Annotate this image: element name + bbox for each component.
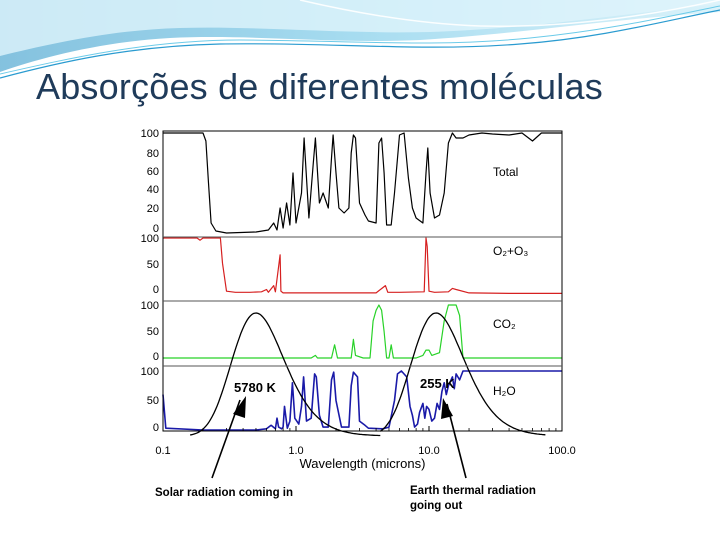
panel-label-total: Total [493, 165, 518, 179]
y-tick-label: 20 [147, 203, 159, 215]
solar-arrow-head [233, 396, 246, 418]
blackbody-label-sun: 5780 K [234, 380, 277, 395]
y-tick-label: 60 [147, 166, 159, 178]
series-line-o2o3 [163, 237, 562, 294]
x-tick-label: 10.0 [418, 445, 439, 457]
annotation-earth-text: Earth thermal radiation [410, 485, 536, 497]
decorative-wave-header [0, 0, 720, 79]
plot-frame [162, 130, 563, 432]
annotation-solar-text: Solar radiation coming in [155, 487, 293, 499]
series-line-total [163, 132, 562, 234]
y-tick-label: 80 [147, 148, 159, 160]
y-tick-label: 100 [141, 233, 159, 245]
blackbody-curve-sun [189, 312, 381, 437]
earth-arrow-head [441, 398, 453, 419]
panel-co2 [163, 304, 562, 359]
x-axis-label: Wavelength (microns) [299, 456, 425, 471]
y-tick-label: 0 [153, 284, 159, 296]
panel-label-co2: CO₂ [493, 317, 516, 331]
axis-layer: 100 80 60 40 20 0 Total 100 50 0 O₂+O₃ 100 50 0 CO₂ 100… [141, 128, 576, 471]
blackbody-label-earth: 255 K [420, 376, 455, 391]
series-line-h2o [162, 370, 562, 431]
x-tick-label: 0.1 [155, 445, 170, 457]
wave-line-1 [0, 9, 720, 79]
y-tick-label: 50 [147, 395, 159, 407]
panels-layer [162, 132, 562, 431]
y-tick-label: 100 [141, 128, 159, 140]
panel-label-h2o: H₂O [493, 384, 516, 398]
blackbody-layer: 5780 K 255 K [189, 312, 546, 437]
annotation-earth-text: going out [410, 500, 463, 512]
y-tick-label: 0 [153, 223, 159, 235]
panel-total [163, 132, 562, 234]
panel-label-o2o3: O₂+O₃ [493, 244, 528, 258]
y-tick-label: 40 [147, 184, 159, 196]
panel-o2o3 [163, 237, 562, 294]
wave-line-2 [0, 5, 720, 75]
x-tick-label: 1.0 [288, 445, 303, 457]
x-tick-label: 100.0 [548, 445, 576, 457]
y-tick-label: 100 [141, 300, 159, 312]
wave-band-light [0, 0, 720, 56]
y-tick-label: 0 [153, 351, 159, 363]
annotation-layer: Solar radiation coming in Earth thermal r… [155, 396, 536, 512]
panel-h2o [162, 370, 562, 431]
series-line-co2 [163, 304, 562, 359]
blackbody-curve-earth [379, 312, 546, 436]
y-tick-label: 50 [147, 259, 159, 271]
y-tick-label: 100 [141, 366, 159, 378]
slide-title: Absorções de diferentes moléculas [36, 66, 603, 107]
y-tick-label: 0 [153, 422, 159, 434]
wave-line-3 [299, 0, 720, 27]
y-tick-label: 50 [147, 326, 159, 338]
